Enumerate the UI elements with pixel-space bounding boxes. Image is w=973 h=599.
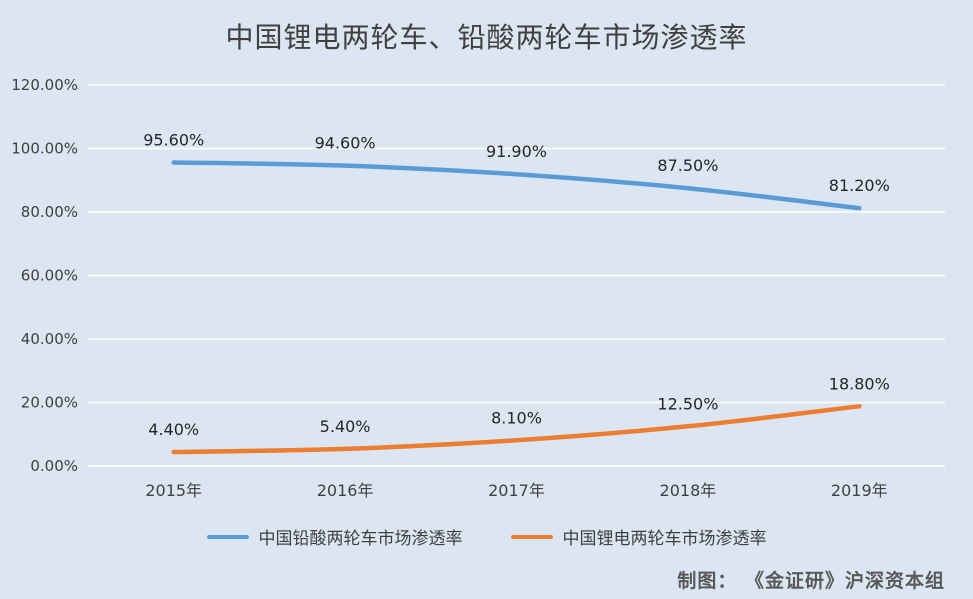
series-line [171, 404, 862, 455]
x-axis-tick-label: 2019年 [831, 481, 888, 500]
data-label: 12.50% [657, 394, 718, 413]
legend-item: 中国锂电两轮车市场渗透率 [510, 524, 767, 549]
legend-line-swatch [206, 534, 249, 539]
data-label: 91.90% [486, 142, 547, 161]
legend: 中国铅酸两轮车市场渗透率 中国锂电两轮车市场渗透率 [0, 524, 973, 549]
x-axis-tick-label: 2017年 [488, 481, 545, 500]
x-axis-tick-label: 2016年 [317, 481, 374, 500]
data-label: 95.60% [143, 130, 204, 149]
x-axis-tick-label: 2015年 [145, 481, 202, 500]
y-axis-tick-label: 80.00% [21, 203, 78, 221]
data-label: 87.50% [657, 156, 718, 175]
y-axis-tick-label: 0.00% [30, 457, 78, 475]
y-axis-tick-label: 100.00% [11, 140, 78, 158]
credit-text: 制图： 《金证研》沪深资本组 [677, 570, 945, 592]
data-label: 8.10% [491, 408, 542, 427]
data-label: 94.60% [315, 134, 376, 153]
series-line [171, 160, 862, 211]
y-axis-tick-label: 20.00% [21, 394, 78, 412]
y-axis-tick-label: 120.00% [11, 76, 78, 94]
data-label: 18.80% [829, 374, 890, 393]
data-label: 5.40% [320, 417, 371, 436]
x-axis-tick-label: 2018年 [660, 481, 717, 500]
legend-label: 中国锂电两轮车市场渗透率 [562, 529, 767, 549]
legend-line-swatch [510, 534, 553, 539]
chart-title: 中国锂电两轮车、铅酸两轮车市场渗透率 [225, 21, 748, 54]
legend-label: 中国铅酸两轮车市场渗透率 [258, 529, 463, 549]
y-axis-tick-label: 40.00% [21, 330, 78, 348]
data-label: 81.20% [829, 176, 890, 195]
data-label: 4.40% [148, 420, 199, 439]
legend-item: 中国铅酸两轮车市场渗透率 [206, 524, 463, 549]
y-axis-tick-label: 60.00% [21, 267, 78, 285]
